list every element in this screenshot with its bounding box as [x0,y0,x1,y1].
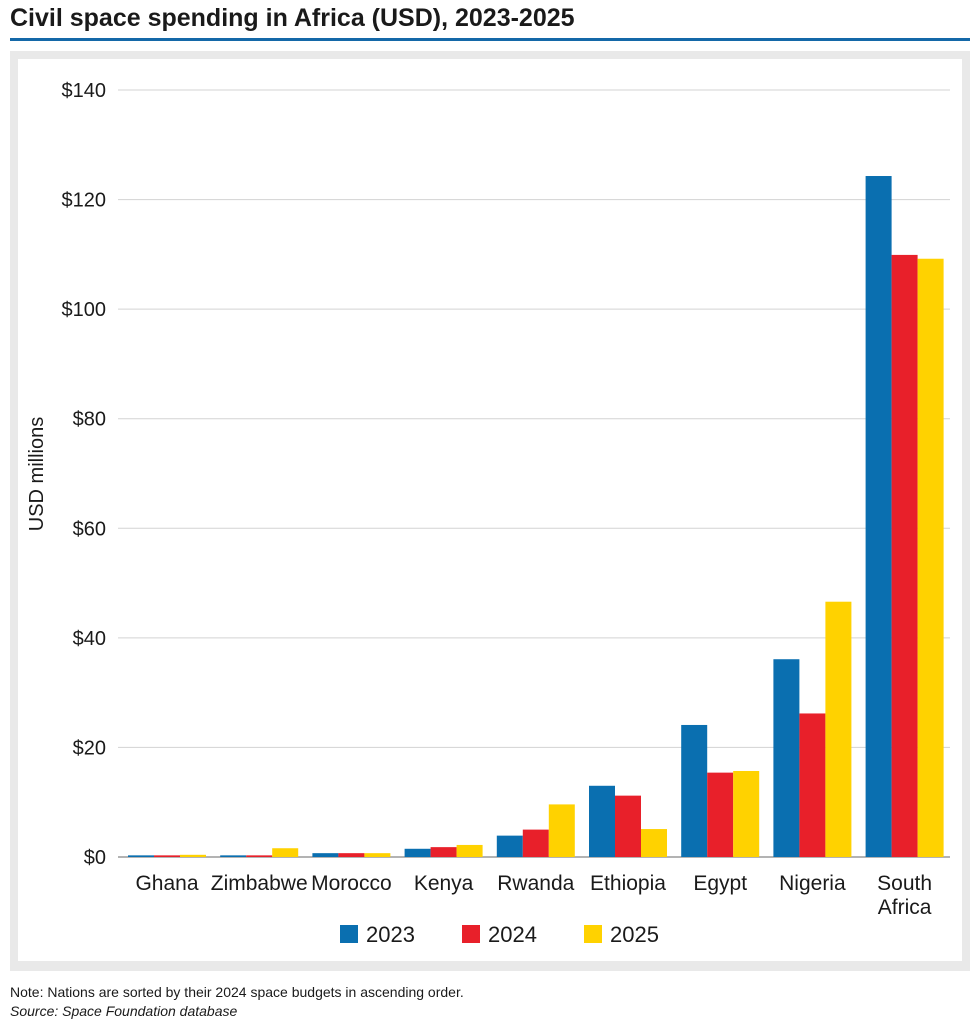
legend-label: 2024 [488,922,537,947]
category-label: Africa [878,896,932,919]
bar-2023-2 [312,853,339,857]
y-tick-label: $40 [73,628,106,650]
bar-2024-0 [154,855,180,857]
bar-2025-7 [825,601,852,857]
bar-2023-0 [128,855,154,857]
category-label: Zimbabwe [211,872,308,895]
category-label: Nigeria [779,872,846,895]
bar-2025-3 [456,844,483,857]
y-tick-label: $0 [84,847,106,869]
title-divider [10,38,970,41]
legend-swatch-2025 [584,925,602,943]
footnote: Note: Nations are sorted by their 2024 s… [10,984,464,1000]
bar-2024-8 [891,254,918,857]
category-label: Rwanda [497,872,574,895]
bar-2023-7 [773,659,800,857]
category-label: Egypt [693,872,747,895]
bar-2025-5 [641,829,667,857]
bar-2024-1 [246,855,273,857]
legend-swatch-2024 [462,925,480,943]
category-label: South [877,872,932,895]
bar-2024-5 [615,795,641,857]
bar-2025-0 [180,854,206,857]
chart-title: Civil space spending in Africa (USD), 20… [10,4,575,32]
y-tick-label: $60 [73,518,106,540]
y-axis-label: USD millions [26,417,48,531]
y-tick-labels: $0 $20 $40 $60 $80 $100 $120 $140 [62,80,107,869]
bar-2025-6 [733,770,760,857]
bar-2024-4 [522,829,549,857]
bar-2023-8 [865,176,892,858]
legend: 2023 2024 2025 [340,922,659,947]
category-label: Kenya [414,872,474,895]
bar-2024-6 [707,772,734,857]
bar-2023-6 [681,724,708,857]
bar-2023-5 [589,785,615,857]
bar-2023-3 [404,848,431,857]
source-note: Source: Space Foundation database [10,1003,238,1019]
bars [128,176,944,858]
bar-2025-2 [364,853,391,857]
bar-2023-4 [496,835,523,857]
bar-2025-8 [917,258,944,857]
legend-label: 2023 [366,922,415,947]
category-label: Ghana [135,872,198,895]
y-tick-label: $20 [73,737,106,759]
bar-2024-7 [799,713,826,857]
bar-2024-3 [430,847,457,857]
y-tick-label: $140 [62,80,107,102]
legend-label: 2025 [610,922,659,947]
y-tick-label: $100 [62,299,107,321]
category-label: Morocco [311,872,392,895]
legend-swatch-2023 [340,925,358,943]
bar-2023-1 [220,855,247,857]
category-label: Ethiopia [590,872,666,895]
bar-2024-2 [338,853,365,857]
bar-2025-4 [548,804,575,857]
category-labels: Ghana Zimbabwe Morocco Kenya Rwanda Ethiopia E… [135,872,932,919]
y-tick-label: $80 [73,409,106,431]
bar-2025-1 [272,848,299,857]
y-tick-label: $120 [62,190,107,212]
